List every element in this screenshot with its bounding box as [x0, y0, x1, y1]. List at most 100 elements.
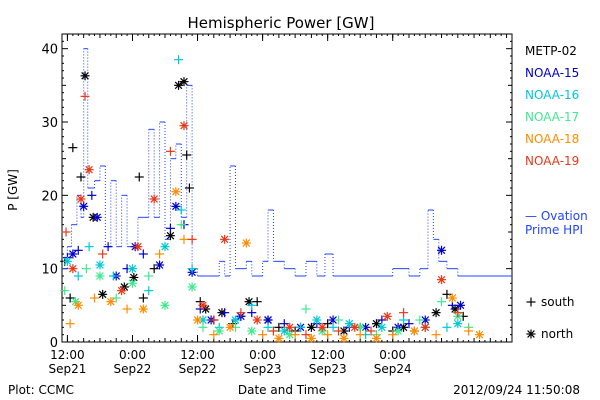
- north-point: [361, 322, 371, 332]
- north-point: [274, 333, 284, 343]
- south-point: [144, 286, 154, 296]
- south-point: [296, 322, 306, 332]
- north-point: [73, 300, 83, 310]
- south-point: [198, 322, 208, 332]
- plot-area: 01020304012:00Sep210:00Sep2212:00Sep220:…: [41, 33, 513, 376]
- north-point: [431, 308, 441, 318]
- north-point: [312, 315, 322, 325]
- north-point: [371, 319, 381, 329]
- south-point: [323, 330, 333, 340]
- legend-noaa-18: NOAA-18: [525, 132, 579, 146]
- south-point: [68, 143, 78, 153]
- series-metp-02: [60, 71, 468, 336]
- north-point: [377, 322, 387, 332]
- y-tick-label: 20: [41, 189, 58, 204]
- x-tick-date: Sep22: [179, 362, 217, 376]
- x-tick-date: Sep23: [309, 362, 347, 376]
- south-point: [165, 146, 175, 156]
- north-point: [306, 333, 316, 343]
- legend-label-south: south: [541, 295, 575, 309]
- south-point: [176, 205, 186, 215]
- legend-noaa-16: NOAA-16: [525, 88, 579, 102]
- x-tick-date: Sep24: [374, 362, 412, 376]
- south-point: [165, 223, 175, 233]
- north-point: [263, 315, 273, 325]
- north-point: [171, 187, 181, 197]
- north-point: [447, 293, 457, 303]
- south-point: [431, 330, 441, 340]
- south-point: [174, 55, 184, 65]
- north-point: [393, 326, 403, 336]
- x-axis-label: Date and Time: [238, 383, 326, 397]
- south-point: [252, 297, 262, 307]
- south-point: [76, 172, 86, 182]
- north-point: [117, 286, 127, 296]
- south-point: [179, 234, 189, 244]
- north-point: [198, 300, 208, 310]
- north-point: [247, 326, 257, 336]
- south-point: [258, 330, 268, 340]
- south-point: [73, 245, 83, 255]
- south-point: [155, 249, 165, 259]
- north-point: [225, 322, 235, 332]
- south-point: [90, 293, 100, 303]
- north-point: [371, 333, 381, 343]
- south-point: [437, 297, 447, 307]
- legend-label-north: north: [541, 327, 573, 341]
- south-point: [109, 271, 119, 281]
- plot-credit: Plot: CCMC: [8, 383, 74, 397]
- south-point: [73, 271, 83, 281]
- north-point: [350, 322, 360, 332]
- south-point: [290, 330, 300, 340]
- north-point: [84, 165, 94, 175]
- north-point: [420, 322, 430, 332]
- north-point: [409, 326, 419, 336]
- north-point: [68, 264, 78, 274]
- north-point: [98, 289, 108, 299]
- south-point: [209, 330, 219, 340]
- series-noaa-16: [62, 55, 463, 340]
- south-point: [184, 183, 194, 193]
- north-point: [76, 194, 86, 204]
- north-point: [79, 201, 89, 211]
- x-tick-time: 12:00: [50, 348, 85, 362]
- legend-ovation: — Ovation Prime HPI: [525, 209, 588, 237]
- north-point: [95, 271, 105, 281]
- x-tick-time: 0:00: [119, 348, 146, 362]
- south-point: [144, 271, 154, 281]
- south-point: [355, 330, 365, 340]
- north-point: [95, 260, 105, 270]
- series-noaa-18: [65, 187, 484, 343]
- south-point: [81, 264, 91, 274]
- south-point: [60, 286, 70, 296]
- south-point: [98, 249, 108, 259]
- north-point: [382, 311, 392, 321]
- north-point: [160, 300, 170, 310]
- south-point: [61, 227, 71, 237]
- x-tick-date: Sep21: [48, 362, 86, 376]
- south-point: [84, 242, 94, 252]
- north-point: [129, 272, 139, 282]
- north-point: [155, 260, 165, 270]
- chart-title: Hemispheric Power [GW]: [188, 14, 375, 32]
- north-point: [80, 71, 90, 81]
- legend: METP-02 NOAA-15 NOAA-16 NOAA-17 NOAA-18 NOAA-…: [525, 44, 588, 341]
- legend-marker-south: [526, 297, 536, 307]
- y-tick-label: 30: [41, 116, 58, 131]
- north-point: [317, 322, 327, 332]
- south-point: [182, 150, 192, 160]
- north-point: [193, 315, 203, 325]
- north-point: [306, 322, 316, 332]
- north-point: [68, 249, 78, 259]
- south-point: [247, 300, 257, 310]
- legend-noaa-19: NOAA-19: [525, 154, 579, 168]
- south-point: [323, 319, 333, 329]
- south-point: [268, 326, 278, 336]
- south-point: [464, 326, 474, 336]
- x-tick-date: Sep23: [244, 362, 282, 376]
- north-point: [133, 242, 143, 252]
- south-point: [149, 264, 159, 274]
- south-point: [187, 234, 197, 244]
- north-point: [437, 245, 447, 255]
